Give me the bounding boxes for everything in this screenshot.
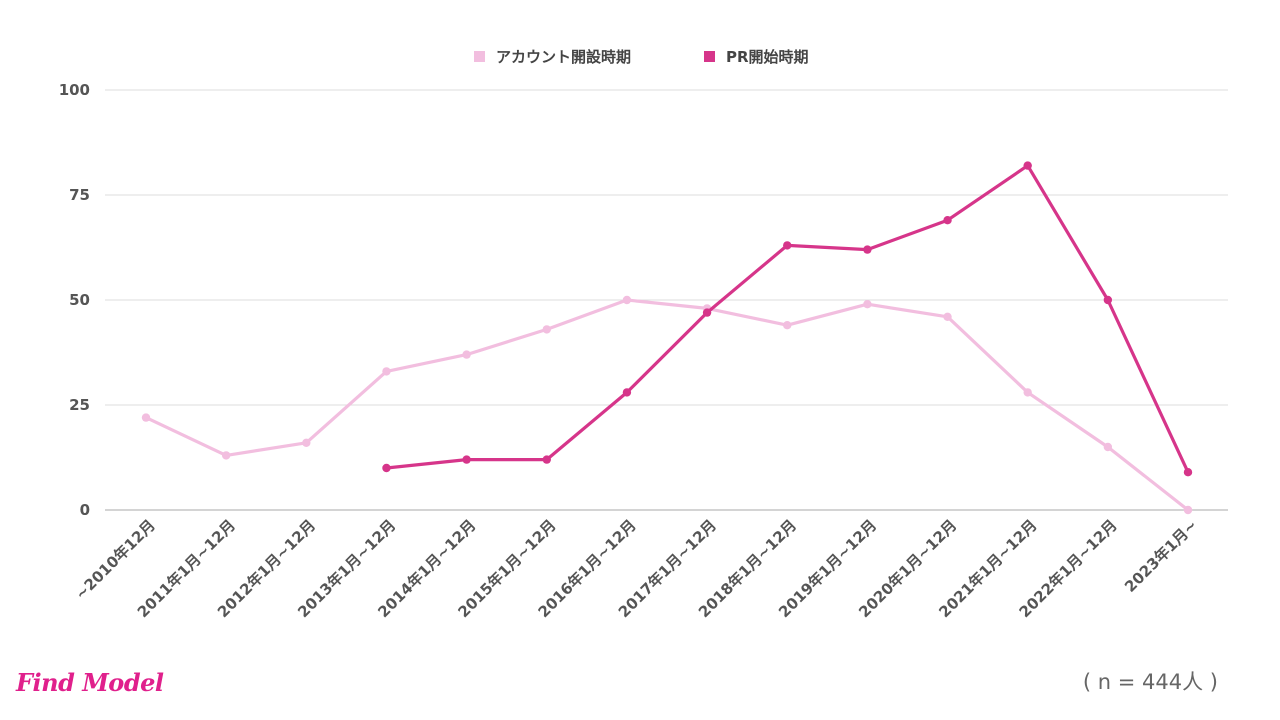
data-point <box>783 241 792 250</box>
find-model-logo: Find Model <box>16 668 164 697</box>
data-point <box>943 312 952 321</box>
data-point <box>1183 505 1193 515</box>
data-point <box>382 463 391 473</box>
data-point <box>943 216 952 225</box>
sample-size-note: ( n = 444人 ) <box>1082 670 1218 694</box>
data-point <box>863 245 872 254</box>
data-point <box>1103 295 1113 305</box>
data-point <box>141 413 151 422</box>
data-point <box>462 455 471 464</box>
y-tick-label-100: 100 <box>59 81 90 99</box>
data-point <box>542 455 551 464</box>
data-point <box>622 295 632 305</box>
y-tick-label-75: 75 <box>69 186 90 204</box>
y-tick-label-50: 50 <box>69 291 90 309</box>
data-point <box>1023 161 1032 170</box>
data-point <box>783 321 792 330</box>
x-tick-label: 2023年1月~ <box>1121 516 1201 596</box>
legend-swatch-2 <box>704 51 715 62</box>
data-point <box>462 350 471 359</box>
legend-label-1: アカウント開設時期 <box>496 48 631 66</box>
series-layer <box>141 161 1193 515</box>
data-point <box>863 300 872 309</box>
grid-layer <box>105 89 1228 511</box>
data-point <box>1103 442 1113 452</box>
series-line-1 <box>144 298 1190 512</box>
data-point <box>622 388 632 397</box>
y-tick-label-25: 25 <box>69 396 90 414</box>
legend-swatch-1 <box>474 51 485 62</box>
data-point <box>302 438 311 447</box>
data-point <box>221 451 231 460</box>
x-tick-label: ~2010年12月 <box>72 516 159 603</box>
data-point <box>542 325 551 334</box>
legend: アカウント開設時期 PR開始時期 <box>474 48 809 66</box>
legend-label-2: PR開始時期 <box>726 48 809 66</box>
data-point <box>1023 388 1032 397</box>
data-point <box>1183 468 1193 477</box>
data-point <box>702 308 712 317</box>
y-tick-label-0: 0 <box>80 501 90 519</box>
data-point <box>382 367 391 376</box>
series-line-2 <box>384 164 1190 474</box>
